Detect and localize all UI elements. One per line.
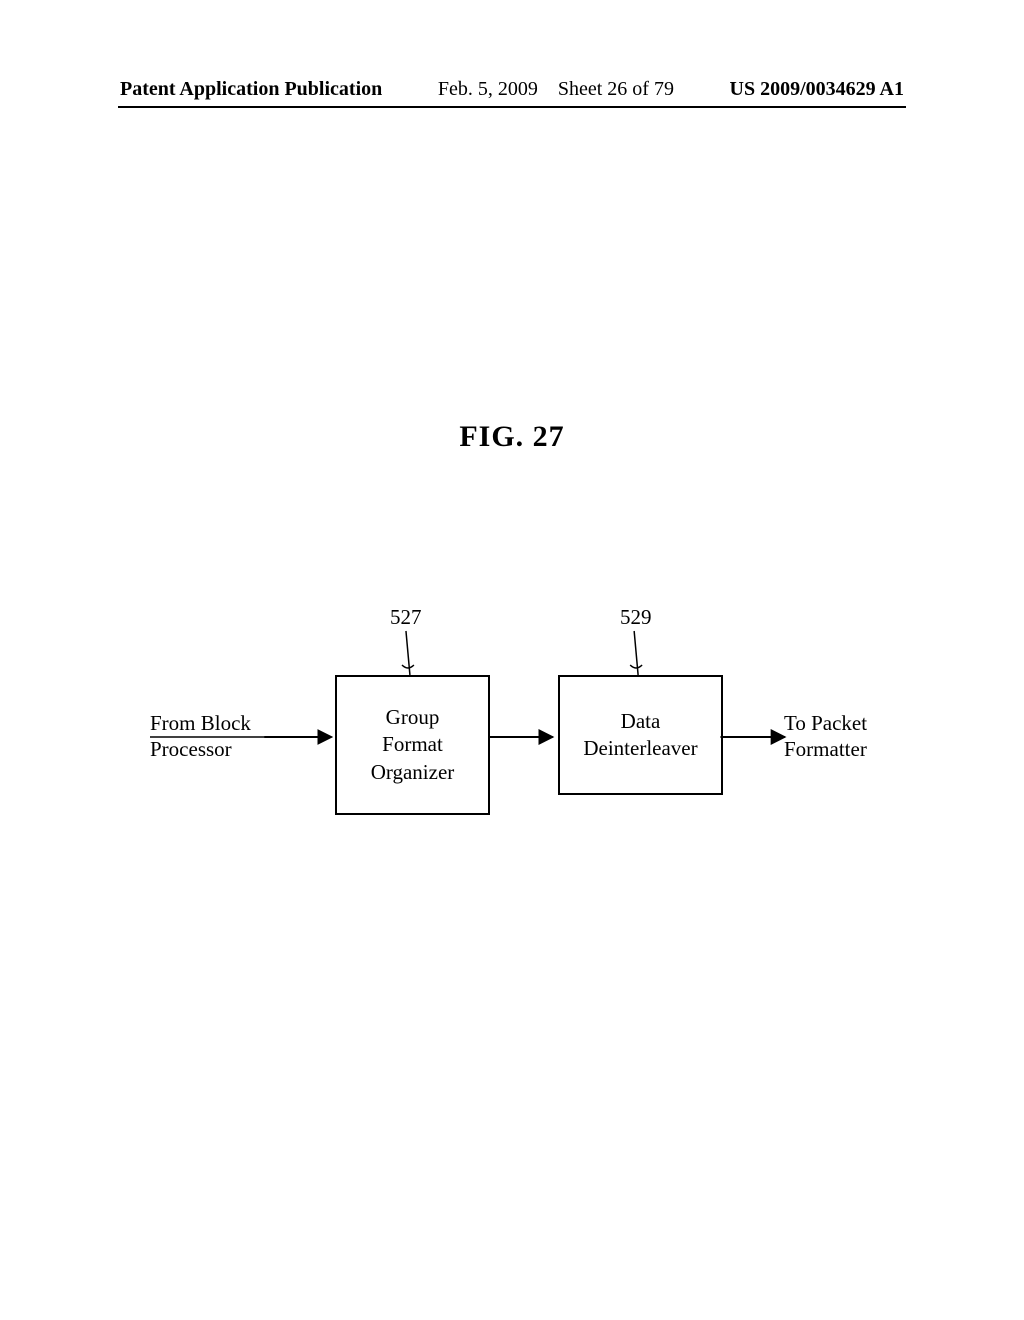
header-pubnumber: US 2009/0034629 A1 (730, 78, 904, 101)
header-rule (118, 106, 906, 108)
connectors (150, 605, 904, 865)
patent-page: Patent Application Publication Feb. 5, 2… (0, 0, 1024, 1320)
block-diagram: 527 529 From BlockProcessor GroupFormatO… (150, 605, 904, 865)
header-date: Feb. 5, 2009 (438, 78, 538, 100)
page-header: Patent Application Publication Feb. 5, 2… (0, 78, 1024, 101)
header-center: Feb. 5, 2009 Sheet 26 of 79 (438, 78, 674, 101)
header-publication: Patent Application Publication (120, 78, 382, 101)
figure-title: FIG. 27 (0, 420, 1024, 454)
header-sheet: Sheet 26 of 79 (558, 78, 674, 100)
